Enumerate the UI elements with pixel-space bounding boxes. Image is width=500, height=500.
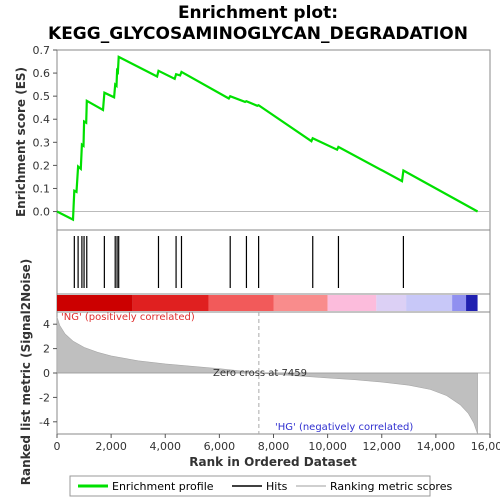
es-y-tick-label: 0.0 bbox=[33, 206, 51, 219]
x-tick-label: 0 bbox=[54, 440, 61, 453]
metric-y-tick-label: -4 bbox=[39, 416, 50, 429]
x-tick-label: 10,000 bbox=[308, 440, 347, 453]
es-layer bbox=[56, 55, 490, 222]
chart-title-line2: KEGG_GLYCOSAMINOGLYCAN_DEGRADATION bbox=[48, 24, 468, 44]
gradient-segment bbox=[327, 295, 377, 311]
legend-label-metric: Ranking metric scores bbox=[330, 480, 452, 493]
metric-layer bbox=[56, 312, 490, 435]
es-panel bbox=[56, 49, 491, 231]
metric-y-tick-label: 4 bbox=[43, 318, 50, 331]
metric-area bbox=[56, 316, 478, 435]
es-y-tick-label: 0.2 bbox=[33, 159, 51, 172]
es-y-tick-label: 0.1 bbox=[33, 182, 51, 195]
x-tick-label: 2,000 bbox=[95, 440, 127, 453]
axes-layer: 0.0 0.1 0.2 0.3 0.4 0.5 0.6 0.7 -4 -2 0 2 4 0 2,000 4,0… bbox=[33, 44, 500, 453]
metric-y-tick-label: -2 bbox=[39, 391, 50, 404]
x-tick-label: 4,000 bbox=[150, 440, 182, 453]
es-y-tick-label: 0.4 bbox=[33, 113, 51, 126]
x-axis-label: Rank in Ordered Dataset bbox=[189, 455, 357, 469]
zero-cross-label: Zero cross at 7459 bbox=[213, 368, 307, 379]
x-tick-label: 16,000 bbox=[471, 440, 500, 453]
gradient-layer bbox=[57, 295, 478, 311]
x-tick-label: 14,000 bbox=[417, 440, 456, 453]
x-tick-label: 6,000 bbox=[204, 440, 236, 453]
gradient-segment bbox=[208, 295, 274, 311]
metric-y-tick-label: 2 bbox=[43, 343, 50, 356]
gradient-segment bbox=[57, 295, 133, 311]
es-axis-label: Enrichment score (ES) bbox=[14, 67, 28, 217]
x-tick-label: 8,000 bbox=[258, 440, 290, 453]
es-y-tick-label: 0.7 bbox=[33, 44, 51, 57]
es-y-tick-label: 0.6 bbox=[33, 67, 51, 80]
gradient-segment bbox=[132, 295, 209, 311]
hg-label: 'HG' (negatively correlated) bbox=[275, 422, 413, 433]
hits-layer bbox=[73, 236, 404, 288]
metric-y-tick-label: 0 bbox=[43, 367, 50, 380]
chart-title-line1: Enrichment plot: bbox=[178, 3, 338, 23]
es-y-tick-label: 0.5 bbox=[33, 90, 51, 103]
x-tick-label: 12,000 bbox=[363, 440, 402, 453]
es-curve-line bbox=[56, 55, 479, 222]
gradient-segment bbox=[273, 295, 328, 311]
metric-axis-label: Ranked list metric (Signal2Noise) bbox=[19, 259, 33, 486]
gradient-segment bbox=[376, 295, 407, 311]
es-y-tick-label: 0.3 bbox=[33, 136, 51, 149]
ng-label: 'NG' (positively correlated) bbox=[61, 312, 195, 323]
hits-panel bbox=[56, 229, 491, 295]
legend-label-hits: Hits bbox=[266, 480, 288, 493]
gradient-segment bbox=[466, 295, 478, 311]
gradient-segment bbox=[406, 295, 453, 311]
legend-label-es: Enrichment profile bbox=[112, 480, 214, 493]
